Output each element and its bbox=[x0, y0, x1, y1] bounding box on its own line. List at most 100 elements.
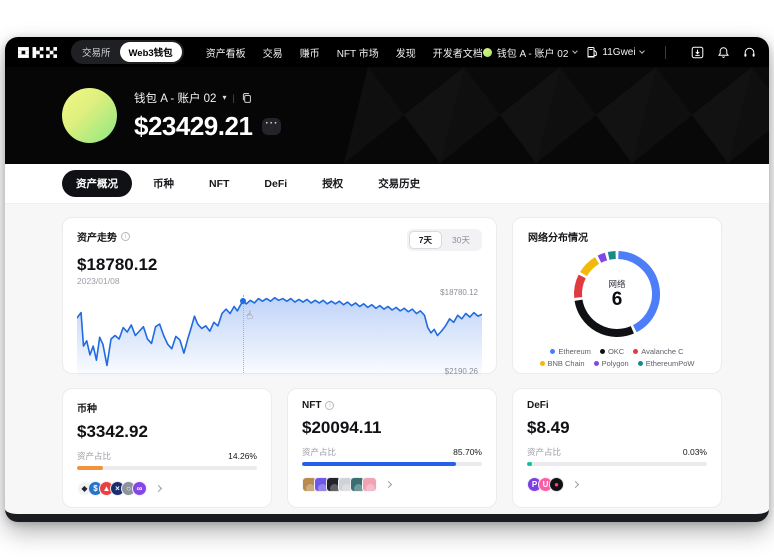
hover-marker-dot bbox=[240, 298, 247, 305]
polygon-coin-icon: ∞ bbox=[132, 481, 147, 496]
content-area: 资产走势 i 7天 30天 $18780.12 2023/01/08 bbox=[5, 204, 769, 508]
chevron-down-icon bbox=[638, 48, 645, 54]
bell-icon[interactable] bbox=[717, 46, 730, 59]
ratio-percent: 0.03% bbox=[682, 447, 707, 457]
legend-dot bbox=[539, 361, 545, 366]
top-navbar: 交易所 Web3钱包 资产看板 交易 赚币 NFT 市场 发现 开发者文档 钱包 A - … bbox=[5, 37, 769, 67]
donut-segment-Avalanche C bbox=[574, 274, 586, 298]
donut-segment-EthereumPoW bbox=[607, 251, 616, 260]
copy-address-icon[interactable] bbox=[241, 92, 253, 104]
legend-dot bbox=[637, 361, 643, 366]
nav-menu-item[interactable]: 赚币 bbox=[299, 48, 320, 60]
legend-dot bbox=[599, 349, 605, 354]
legend-label: BNB Chain bbox=[547, 359, 585, 368]
donut-segment-Ethereum bbox=[618, 251, 660, 333]
donut-center: 网络 6 bbox=[608, 278, 625, 310]
nav-menu-item[interactable]: 交易 bbox=[262, 48, 283, 60]
tab-资产概况[interactable]: 资产概况 bbox=[62, 170, 132, 197]
account-selector[interactable]: 钱包 A - 账户 02 bbox=[482, 45, 579, 60]
legend-dot bbox=[550, 349, 556, 354]
tab-交易历史[interactable]: 交易历史 bbox=[378, 178, 421, 190]
tab-币种[interactable]: 币种 bbox=[153, 178, 174, 190]
nft-thumb bbox=[362, 477, 377, 492]
donut-segment-OKC bbox=[574, 299, 634, 337]
legend-label: Polygon bbox=[601, 359, 629, 368]
hover-marker-line bbox=[243, 295, 245, 373]
gas-price-selector[interactable]: 11Gwei bbox=[587, 46, 645, 58]
chevron-right-icon[interactable] bbox=[154, 484, 163, 493]
nav-menu-item[interactable]: 发现 bbox=[395, 48, 416, 60]
defi-protocol-icon: ● bbox=[549, 477, 564, 492]
chevron-right-icon[interactable] bbox=[384, 480, 393, 489]
network-legend: Ethereum OKC Avalanche C BNB Chain Polygon Et… bbox=[523, 347, 711, 368]
legend-label: Ethereum bbox=[558, 347, 591, 356]
network-donut-chart[interactable]: 网络 6 bbox=[523, 246, 711, 342]
trend-current-date: 2023/01/08 bbox=[77, 276, 120, 286]
trend-current-value: $18780.12 bbox=[77, 255, 158, 274]
okx-logo[interactable] bbox=[18, 46, 57, 58]
header-divider: | bbox=[232, 92, 235, 103]
legend-label: Avalanche C bbox=[641, 347, 684, 356]
nav-menu-item[interactable]: NFT 市场 bbox=[336, 48, 379, 60]
asset-tabs: 资产概况 币种 NFT DeFi 授权 交易历史 bbox=[5, 164, 769, 204]
ratio-progress-bar bbox=[527, 462, 707, 466]
ratio-progress-fill bbox=[77, 466, 103, 470]
ratio-progress-fill bbox=[302, 462, 457, 466]
toggle-exchange[interactable]: 交易所 bbox=[82, 48, 111, 59]
chevron-right-icon[interactable] bbox=[571, 480, 580, 489]
asset-badges-row: P U ● bbox=[527, 477, 707, 492]
nav-divider bbox=[664, 45, 666, 59]
range-button-7天[interactable]: 7天 bbox=[408, 231, 443, 249]
trend-line-chart[interactable]: ☝ $18780.12 $2190.26 bbox=[77, 288, 482, 376]
info-icon[interactable]: i bbox=[121, 232, 130, 241]
donut-center-label: 网络 bbox=[608, 279, 626, 290]
ratio-label: 资产占比 bbox=[527, 447, 562, 457]
asset-badges-row: ◆ $ ▲ × ○ ∞ bbox=[77, 481, 257, 496]
asset-card-defi: DeFi i $8.49 资产占比 0.03% PU● bbox=[512, 388, 722, 508]
legend-label: OKC bbox=[607, 347, 625, 356]
asset-summary-row: 币种 i $3342.92 资产占比 14.26% ◆$▲×○∞ NFT i $… bbox=[62, 388, 722, 508]
asset-card-nft: NFT i $20094.11 资产占比 85.70% bbox=[287, 388, 497, 508]
chart-min-label: $2190.26 bbox=[444, 367, 478, 376]
legend-item-OKC: OKC bbox=[599, 347, 625, 356]
okx-logo-icon bbox=[18, 46, 57, 58]
chevron-down-icon bbox=[572, 48, 579, 54]
asset-card-value: $3342.92 bbox=[77, 422, 148, 441]
nav-menu-item[interactable]: 开发者文档 bbox=[432, 48, 483, 60]
app-window: 交易所 Web3钱包 资产看板 交易 赚币 NFT 市场 发现 开发者文档 钱包 A - … bbox=[5, 37, 769, 522]
toggle-web3-wallet[interactable]: Web3钱包 bbox=[119, 42, 182, 62]
tab-NFT[interactable]: NFT bbox=[209, 177, 230, 190]
gas-price-label: 11Gwei bbox=[602, 46, 636, 58]
asset-card-value: $8.49 bbox=[527, 418, 570, 437]
nav-menu-item[interactable]: 资产看板 bbox=[205, 48, 246, 60]
legend-item-Avalanche C: Avalanche C bbox=[633, 347, 684, 356]
ratio-label: 资产占比 bbox=[302, 447, 337, 457]
nav-icon-group bbox=[691, 46, 769, 59]
range-button-30天[interactable]: 30天 bbox=[452, 235, 470, 245]
tab-DeFi[interactable]: DeFi bbox=[264, 177, 288, 190]
headset-icon[interactable] bbox=[743, 46, 756, 59]
mode-toggle: 交易所 Web3钱包 bbox=[71, 40, 184, 64]
wallet-avatar[interactable] bbox=[62, 88, 117, 143]
wallet-caret-icon[interactable]: ▾ bbox=[222, 93, 227, 102]
ratio-progress-fill bbox=[527, 462, 532, 466]
more-actions-button[interactable]: ··· bbox=[262, 117, 282, 135]
ratio-progress-bar bbox=[302, 462, 482, 466]
top-cards-row: 资产走势 i 7天 30天 $18780.12 2023/01/08 bbox=[62, 217, 722, 376]
account-avatar-dot bbox=[482, 47, 492, 57]
ratio-percent: 14.26% bbox=[228, 451, 257, 461]
legend-dot bbox=[593, 361, 599, 366]
donut-svg bbox=[574, 251, 660, 337]
legend-item-Polygon: Polygon bbox=[593, 359, 629, 368]
gas-pump-icon bbox=[587, 47, 598, 58]
info-icon[interactable]: i bbox=[325, 401, 335, 410]
asset-card-coins: 币种 i $3342.92 资产占比 14.26% ◆$▲×○∞ bbox=[62, 388, 272, 508]
donut-center-value: 6 bbox=[611, 289, 623, 311]
ratio-percent: 85.70% bbox=[453, 447, 482, 457]
network-distribution-card: 网络分布情况 网络 6 Ethereum OKC Avalanche C BNB Ch… bbox=[512, 217, 722, 374]
tab-授权[interactable]: 授权 bbox=[322, 178, 344, 190]
asset-card-title: 币种 bbox=[77, 404, 97, 415]
wallet-name: 钱包 A - 账户 02 bbox=[134, 92, 217, 105]
download-icon[interactable] bbox=[691, 46, 704, 59]
wallet-header: 钱包 A - 账户 02 ▾ | $23429.21 ··· bbox=[5, 67, 769, 164]
